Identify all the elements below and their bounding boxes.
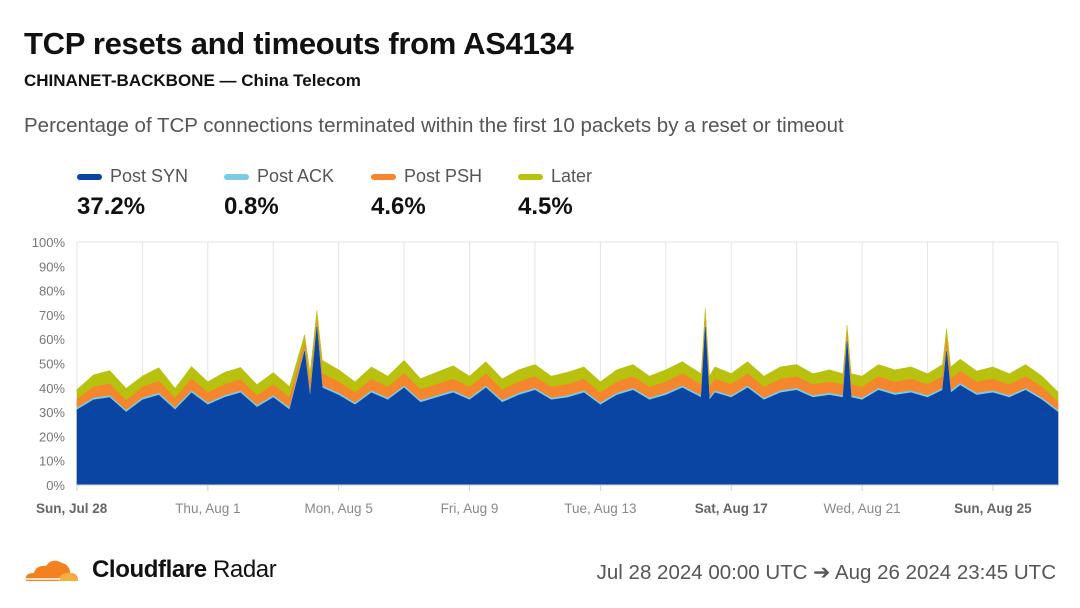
y-tick-label: 70% xyxy=(39,308,65,323)
legend-item-post-ack[interactable]: Post ACK 0.8% xyxy=(224,166,371,221)
x-tick-label: Sat, Aug 17 xyxy=(695,501,768,516)
swatch-post-psh xyxy=(371,173,396,180)
y-tick-label: 90% xyxy=(39,259,65,274)
y-tick-label: 20% xyxy=(39,429,65,444)
brand-product: Radar xyxy=(212,556,277,583)
legend-value: 37.2% xyxy=(77,193,146,220)
legend-value: 4.5% xyxy=(518,193,573,220)
swatch-post-syn xyxy=(77,173,102,180)
cloudflare-radar-logo: Cloudflare Radar xyxy=(22,555,277,585)
page-subtitle: CHINANET-BACKBONE — China Telecom xyxy=(24,71,361,90)
y-tick-label: 60% xyxy=(39,332,65,347)
y-tick-label: 10% xyxy=(39,454,65,469)
x-tick-label: Tue, Aug 13 xyxy=(564,501,636,516)
x-tick-label: Mon, Aug 5 xyxy=(305,501,373,516)
legend-label: Later xyxy=(551,166,593,186)
legend-item-post-psh[interactable]: Post PSH 4.6% xyxy=(371,166,518,221)
legend-value: 0.8% xyxy=(224,193,279,220)
swatch-later xyxy=(518,173,543,180)
y-tick-label: 0% xyxy=(46,478,65,493)
date-range: Jul 28 2024 00:00 UTC ➔ Aug 26 2024 23:4… xyxy=(596,561,1056,584)
y-tick-label: 50% xyxy=(39,357,65,372)
x-tick-label: Fri, Aug 9 xyxy=(441,501,499,516)
cloud-icon xyxy=(25,560,79,581)
legend-item-later[interactable]: Later 4.5% xyxy=(518,166,665,221)
chart-description: Percentage of TCP connections terminated… xyxy=(24,114,844,137)
legend-value: 4.6% xyxy=(371,193,426,220)
y-tick-label: 100% xyxy=(32,235,66,250)
legend-label: Post ACK xyxy=(257,166,335,186)
x-tick-label: Sun, Jul 28 xyxy=(36,501,108,516)
y-tick-label: 30% xyxy=(39,405,65,420)
legend-item-post-syn[interactable]: Post SYN 37.2% xyxy=(77,166,224,221)
x-tick-label: Sun, Aug 25 xyxy=(954,501,1032,516)
y-tick-label: 40% xyxy=(39,381,65,396)
y-tick-label: 80% xyxy=(39,284,65,299)
brand-name: Cloudflare xyxy=(92,556,207,583)
swatch-post-ack xyxy=(224,173,249,180)
legend-label: Post SYN xyxy=(110,166,189,186)
legend: Post SYN 37.2% Post ACK 0.8% Post PSH 4.… xyxy=(77,166,665,221)
stacked-area-chart: 0% 10% 20% 30% 40% 50% 60% 70% 80% 90% 100% Sun, Ju… xyxy=(32,235,1059,516)
x-tick-label: Wed, Aug 21 xyxy=(824,501,901,516)
x-tick-label: Thu, Aug 1 xyxy=(175,501,240,516)
legend-label: Post PSH xyxy=(404,166,483,186)
page-title: TCP resets and timeouts from AS4134 xyxy=(24,26,574,61)
area-post-syn xyxy=(76,326,1059,486)
